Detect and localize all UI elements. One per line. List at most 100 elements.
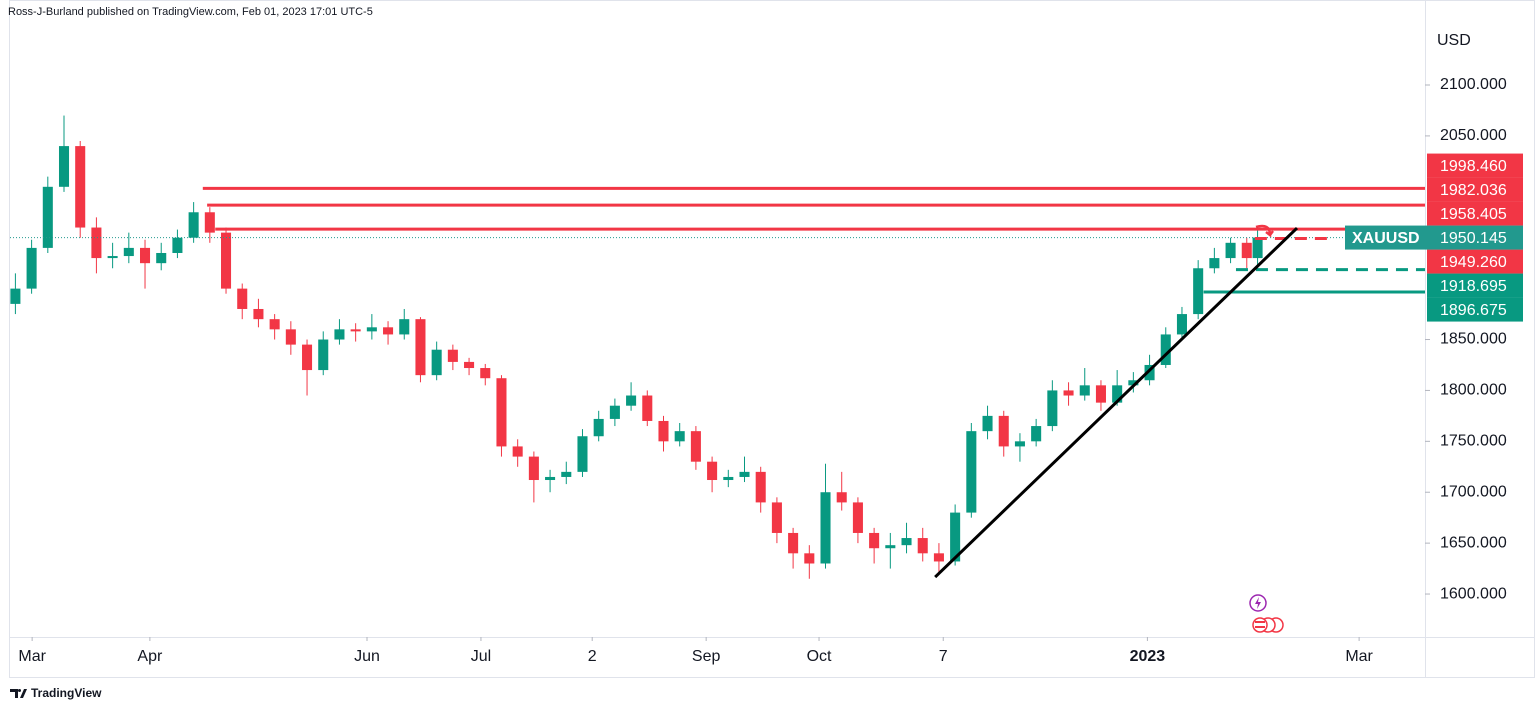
- header: Ross-J-Burland published on TradingView.…: [8, 6, 373, 18]
- candle-body: [593, 418, 604, 437]
- x-tick-label: 7: [939, 648, 948, 665]
- candle-body: [318, 339, 329, 371]
- candle-body: [447, 349, 458, 362]
- candle-body: [58, 146, 70, 187]
- x-tick-label: Jul: [471, 648, 491, 665]
- arrow: [1255, 224, 1274, 238]
- candle-body: [577, 436, 588, 472]
- candle-body: [626, 395, 637, 406]
- candle-body: [431, 349, 442, 376]
- level-label: 1896.675: [1440, 302, 1507, 319]
- candle-body: [885, 545, 896, 549]
- candle-body: [966, 431, 977, 513]
- y-tick-label: 1800.000: [1440, 382, 1507, 399]
- candle-body: [1014, 441, 1025, 447]
- candle-body: [221, 232, 232, 289]
- event-icons: [1249, 594, 1284, 633]
- candle-body: [26, 247, 37, 289]
- candle-body: [1031, 426, 1042, 442]
- candle-body: [690, 431, 701, 462]
- tv-logo: [10, 689, 27, 698]
- candle-body: [852, 502, 863, 533]
- candle-body: [658, 420, 669, 442]
- footer-brand: TradingView: [31, 686, 102, 700]
- x-tick-label: Oct: [807, 648, 832, 665]
- y-tick-label: 2050.000: [1440, 127, 1507, 144]
- level-label: 1949.260: [1440, 254, 1507, 271]
- price-label-name: XAUUSD: [1352, 230, 1420, 247]
- candle-body: [1193, 268, 1204, 315]
- candle-body: [869, 532, 880, 549]
- candle-body: [836, 492, 847, 503]
- level-label-box: [1427, 249, 1523, 274]
- candle-body: [804, 553, 815, 564]
- y-tick-label: 1750.000: [1440, 433, 1507, 450]
- candle-body: [237, 288, 248, 309]
- candle-body: [1047, 390, 1058, 427]
- candle-body: [496, 378, 507, 447]
- candle-body: [1095, 385, 1106, 403]
- candle-body: [172, 237, 183, 253]
- candle-body: [383, 327, 394, 335]
- price-label-box: [1345, 225, 1523, 250]
- candle-body: [820, 492, 831, 564]
- y-tick-label: 2100.000: [1440, 76, 1507, 93]
- candle-body: [917, 538, 928, 554]
- level-label-box: [1427, 177, 1523, 202]
- x-tick-label: Sep: [692, 648, 721, 665]
- level-label-box: [1427, 201, 1523, 226]
- candle-body: [253, 308, 264, 320]
- candle-body: [334, 329, 345, 340]
- candle-body: [399, 319, 410, 335]
- candle-body: [480, 368, 491, 379]
- x-tick-label: Jun: [354, 648, 380, 665]
- candle-body: [982, 415, 993, 432]
- x-tick-label: Mar: [1345, 648, 1373, 665]
- candle-body: [285, 329, 296, 345]
- candle-body: [512, 446, 523, 457]
- candle-body: [950, 512, 961, 562]
- candle-body: [998, 415, 1009, 447]
- candle-body: [1112, 385, 1123, 403]
- candle-body: [674, 431, 685, 442]
- candle-body: [123, 247, 134, 257]
- candle-body: [42, 186, 53, 248]
- level-label: 1918.695: [1440, 278, 1507, 295]
- candle-body: [464, 361, 475, 369]
- candle-body: [561, 471, 572, 477]
- candle-body: [1144, 364, 1155, 381]
- candles: [10, 115, 1263, 579]
- candle-body: [723, 476, 734, 481]
- candle-body: [156, 252, 167, 264]
- price-label-value: 1950.145: [1440, 230, 1507, 247]
- y-tick-label: 1600.000: [1440, 585, 1507, 602]
- x-tick-label: 2: [588, 648, 597, 665]
- candle-body: [302, 344, 313, 371]
- candle-body: [1209, 258, 1220, 269]
- candle-body: [269, 319, 280, 330]
- y-tick-label: 1700.000: [1440, 483, 1507, 500]
- y-tick-label: 1850.000: [1440, 331, 1507, 348]
- y-tick-label: 1650.000: [1440, 534, 1507, 551]
- level-label: 1958.405: [1440, 206, 1507, 223]
- candle-body: [707, 461, 718, 481]
- level-label-box: [1427, 273, 1523, 298]
- candle-body: [10, 288, 21, 304]
- candle-body: [75, 146, 86, 228]
- candle-body: [1079, 385, 1090, 396]
- candle-body: [107, 256, 118, 259]
- candle-body: [1063, 390, 1074, 396]
- candle-body: [350, 329, 361, 332]
- candle-body: [1176, 314, 1187, 335]
- candle-body: [933, 553, 944, 562]
- currency: USD: [1437, 32, 1471, 49]
- x-tick-label: Mar: [18, 648, 46, 665]
- level-label-box: [1427, 153, 1523, 178]
- level-label: 1982.036: [1440, 182, 1507, 199]
- candle-body: [415, 319, 426, 376]
- candle-body: [739, 471, 750, 477]
- x-tick-label: 2023: [1130, 648, 1166, 665]
- candle-body: [204, 212, 215, 233]
- frame: [9, 0, 1535, 678]
- trendline: [934, 226, 1299, 579]
